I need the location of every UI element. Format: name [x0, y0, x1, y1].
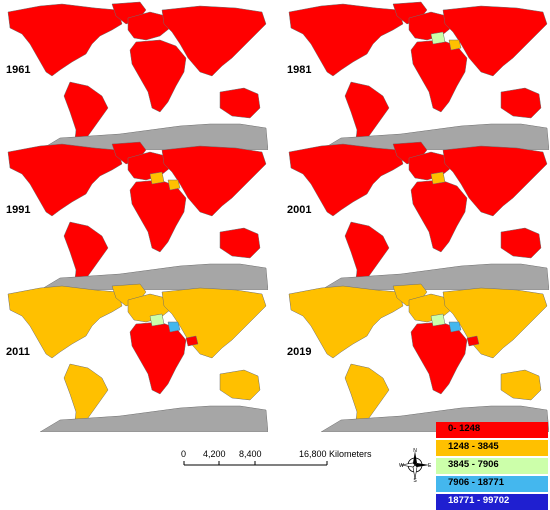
world-map — [288, 141, 549, 290]
legend-item: 3845 - 7906 — [436, 456, 548, 474]
world-map — [7, 283, 268, 432]
north-america-region — [288, 143, 404, 217]
map-panel-2011: 2011 — [0, 282, 268, 432]
antarctica-region — [320, 263, 549, 290]
africa-region — [129, 39, 187, 113]
asia-region — [161, 5, 267, 77]
year-label: 1991 — [6, 204, 31, 216]
legend-label: 1248 - 3845 — [448, 441, 499, 452]
compass-n: N — [413, 448, 417, 454]
asia-region — [442, 145, 548, 217]
europe-region — [127, 11, 171, 41]
year-label: 1981 — [287, 64, 312, 76]
africa-region — [129, 321, 187, 395]
legend-label: 18771 - 99702 — [448, 495, 510, 506]
africa-region — [410, 321, 468, 395]
australia-region — [500, 87, 542, 119]
asia-region — [161, 287, 267, 359]
australia-region — [219, 227, 261, 259]
world-map — [288, 1, 549, 150]
highlight-region — [430, 31, 446, 45]
world-map — [7, 1, 268, 150]
africa-region — [410, 39, 468, 113]
compass-rose-icon: N S W E — [398, 448, 432, 484]
highlight-region — [167, 179, 181, 191]
highlight-region — [448, 39, 462, 51]
legend-label: 7906 - 18771 — [448, 477, 504, 488]
highlight-region — [448, 321, 462, 333]
australia-region — [219, 369, 261, 401]
legend-swatch — [436, 476, 548, 492]
north-america-region — [288, 285, 404, 359]
highlight-region — [167, 321, 181, 333]
world-map — [288, 283, 549, 432]
legend-item: 0- 1248 — [436, 420, 548, 438]
compass-e: E — [428, 463, 432, 469]
map-panel-2001: 2001 — [281, 140, 549, 290]
compass-w: W — [399, 463, 404, 469]
legend-label: 3845 - 7906 — [448, 459, 499, 470]
highlight-region — [430, 313, 446, 327]
highlight-region — [185, 335, 199, 347]
map-panel-2019: 2019 — [281, 282, 549, 432]
north-america-region — [7, 285, 123, 359]
year-label: 2011 — [6, 346, 30, 358]
north-america-region — [288, 3, 404, 77]
scale-label: 16,800 Kilometers — [299, 449, 372, 459]
asia-region — [442, 5, 548, 77]
asia-region — [442, 287, 548, 359]
highlight-region — [149, 171, 165, 185]
scale-label: 8,400 — [239, 449, 262, 459]
legend-swatch — [436, 440, 548, 456]
legend-swatch — [436, 458, 548, 474]
legend-item: 7906 - 18771 — [436, 474, 548, 492]
scale-bar-line — [183, 461, 328, 466]
africa-region — [410, 179, 468, 253]
antarctica-region — [39, 263, 268, 290]
scale-label: 0 — [181, 449, 187, 459]
legend-swatch — [436, 422, 548, 438]
australia-region — [500, 369, 542, 401]
antarctica-region — [320, 123, 549, 150]
africa-region — [129, 179, 187, 253]
map-panel-1961: 1961 — [0, 0, 268, 150]
australia-region — [500, 227, 542, 259]
highlight-region — [466, 335, 480, 347]
australia-region — [219, 87, 261, 119]
legend-label: 0- 1248 — [448, 423, 481, 434]
scale-bar: 0 4,200 8,400 16,800 Kilometers — [181, 449, 401, 475]
world-map — [7, 141, 268, 290]
legend-item: 18771 - 99702 — [436, 492, 548, 510]
year-label: 1961 — [6, 64, 31, 76]
legend-item: 1248 - 3845 — [436, 438, 548, 456]
year-label: 2001 — [287, 204, 312, 216]
antarctica-region — [39, 405, 268, 432]
map-panel-1991: 1991 — [0, 140, 268, 290]
highlight-region — [149, 313, 165, 327]
highlight-region — [430, 171, 446, 185]
north-america-region — [7, 143, 123, 217]
map-panel-1981: 1981 — [281, 0, 549, 150]
north-america-region — [7, 3, 123, 77]
scale-label: 4,200 — [203, 449, 226, 459]
compass-s: S — [413, 478, 417, 482]
asia-region — [161, 145, 267, 217]
year-label: 2019 — [287, 346, 312, 358]
antarctica-region — [39, 123, 268, 150]
